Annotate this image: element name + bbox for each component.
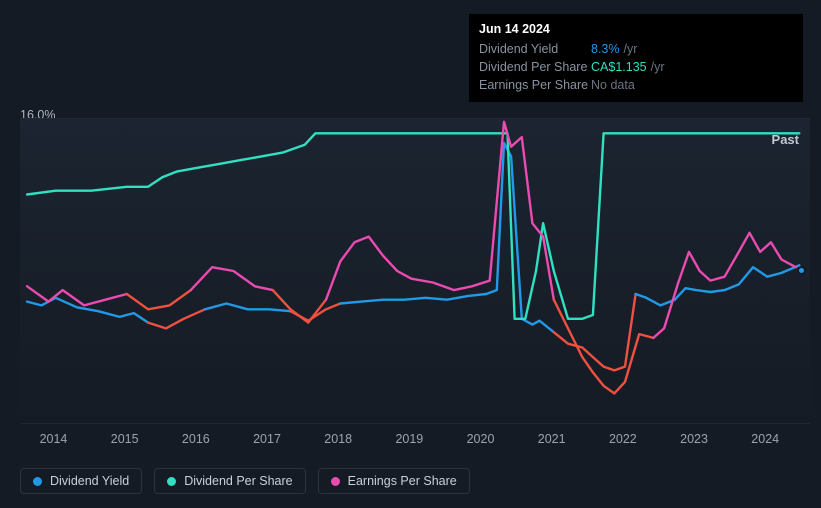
x-axis-tick: 2024	[751, 432, 779, 446]
tooltip-row: Dividend Yield8.3% /yr	[479, 40, 793, 58]
legend-item[interactable]: Earnings Per Share	[318, 468, 470, 494]
tooltip-date: Jun 14 2024	[479, 20, 793, 38]
tooltip-row-value: 8.3%	[591, 40, 620, 58]
chart-legend: Dividend Yield Dividend Per Share Earnings…	[20, 468, 470, 494]
x-axis-tick: 2015	[111, 432, 139, 446]
x-axis-tick: 2023	[680, 432, 708, 446]
legend-label: Dividend Yield	[50, 474, 129, 488]
tooltip-row-label: Dividend Per Share	[479, 58, 591, 76]
x-axis-tick: 2018	[324, 432, 352, 446]
legend-dot	[167, 477, 176, 486]
past-label: Past	[772, 132, 799, 147]
legend-item[interactable]: Dividend Yield	[20, 468, 142, 494]
legend-label: Earnings Per Share	[348, 474, 457, 488]
x-axis-tick: 2019	[395, 432, 423, 446]
tooltip-row-suffix: /yr	[624, 40, 638, 58]
chart-hover-marker	[797, 266, 806, 275]
tooltip-row-label: Dividend Yield	[479, 40, 591, 58]
tooltip-row: Earnings Per ShareNo data	[479, 76, 793, 94]
tooltip-row-label: Earnings Per Share	[479, 76, 591, 94]
legend-dot	[331, 477, 340, 486]
legend-dot	[33, 477, 42, 486]
x-axis-tick: 2017	[253, 432, 281, 446]
tooltip-row-value: CA$1.135	[591, 58, 647, 76]
dividend-chart: Jun 14 2024 Dividend Yield8.3%/yrDividen…	[0, 0, 821, 508]
legend-item[interactable]: Dividend Per Share	[154, 468, 305, 494]
chart-tooltip: Jun 14 2024 Dividend Yield8.3%/yrDividen…	[469, 14, 803, 102]
x-axis-tick: 2022	[609, 432, 637, 446]
x-axis-tick: 2016	[182, 432, 210, 446]
tooltip-row-suffix: /yr	[651, 58, 665, 76]
tooltip-row-value: No data	[591, 76, 635, 94]
x-axis-tick: 2014	[40, 432, 68, 446]
tooltip-row: Dividend Per ShareCA$1.135/yr	[479, 58, 793, 76]
x-axis-tick: 2020	[467, 432, 495, 446]
x-axis-tick: 2021	[538, 432, 566, 446]
legend-label: Dividend Per Share	[184, 474, 292, 488]
chart-plot-area[interactable]	[20, 118, 810, 424]
